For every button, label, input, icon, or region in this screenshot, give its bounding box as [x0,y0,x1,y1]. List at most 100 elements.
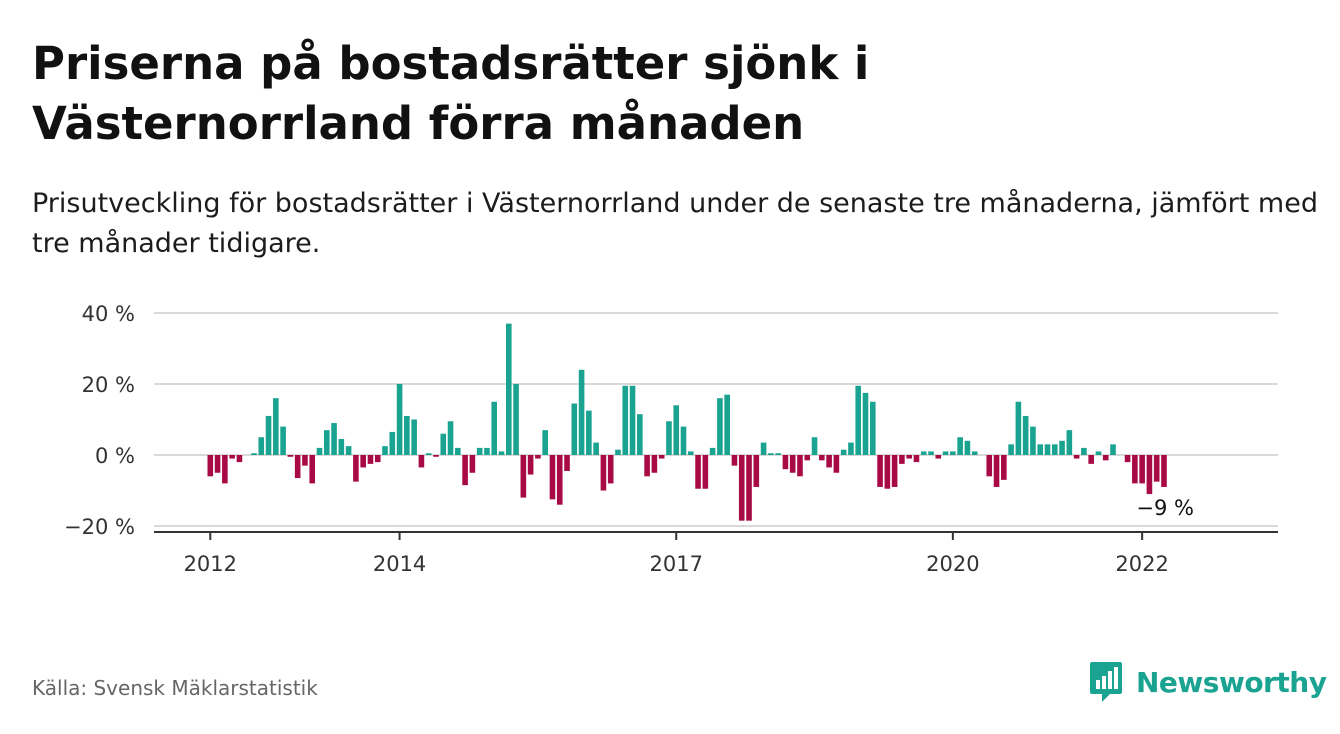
bar [571,403,578,455]
bar [251,453,257,455]
bar [862,392,869,455]
bar [491,401,498,455]
bar [746,455,752,521]
bar [950,451,956,455]
bar [1124,455,1131,463]
bar [957,437,963,455]
bar [498,451,505,455]
bar [338,439,345,455]
bar [1051,444,1058,455]
bar [1073,455,1080,459]
bar [396,384,403,455]
bar [564,455,570,471]
bar [294,455,301,479]
bar [899,455,905,464]
bar [1081,447,1087,455]
bar [316,447,323,455]
bar [869,401,876,455]
bar [891,455,898,487]
bar [622,385,629,455]
bar [1139,455,1145,484]
bar [1095,451,1102,455]
bar [229,455,235,459]
bar [404,415,410,455]
bar [527,455,534,475]
bar [615,449,621,455]
bar [367,455,374,464]
bar [717,398,723,455]
x-tick-label: 2022 [1115,552,1168,576]
bar [666,421,672,455]
brand-logo: Newsworthy [1088,660,1327,704]
x-tick-label: 2014 [373,552,426,576]
bar [331,423,337,455]
bar [484,447,490,455]
bar [1132,455,1138,484]
bar [644,455,650,477]
bar [775,453,781,455]
bar [913,455,920,463]
bar [1161,455,1167,487]
bar [724,394,730,455]
bar [600,455,607,491]
bar [753,455,760,487]
bar [935,455,942,459]
bar [855,385,862,455]
bar [768,453,774,455]
bar [731,455,738,466]
bar [287,455,294,457]
bar [673,405,680,455]
bar [920,451,927,455]
bar [804,455,811,461]
bar [928,451,934,455]
bar [658,455,665,459]
bar [207,455,214,477]
bar [258,437,265,455]
bar [389,431,396,455]
bar [1110,444,1116,455]
bar [695,455,701,489]
bar [1088,455,1094,464]
bar [586,410,592,455]
bar [1022,415,1029,455]
bar [993,455,1000,487]
bar [214,455,221,473]
bar [637,414,643,455]
bar [826,455,832,468]
bar [1066,430,1073,455]
bar [236,455,243,463]
bar [782,455,789,470]
bar [455,447,461,455]
bar [833,455,840,473]
bar [535,455,541,459]
bar [964,440,971,455]
bar [505,323,512,455]
bar-chart-logo-icon [1090,662,1122,702]
bar [578,369,585,455]
bar [433,455,439,457]
bar [680,426,687,455]
bar [1102,455,1109,461]
bar [738,455,745,521]
bar [760,442,767,455]
bar [607,455,614,484]
bar [1001,455,1007,480]
bar [942,451,949,455]
y-tick-label: 0 % [95,444,135,468]
chart-subtitle: Prisutveckling för bostadsrätter i Väste… [32,188,1318,259]
bar [280,426,286,455]
bar [709,447,716,455]
bar [1008,444,1014,455]
bar [1146,455,1153,495]
bar [418,455,425,468]
bar [593,442,599,455]
bar [360,455,366,468]
bar [273,398,279,455]
y-tick-label: −20 % [64,515,135,539]
bar [382,446,388,455]
bar [651,455,658,473]
bar [469,455,476,473]
bar [884,455,891,489]
bar [848,442,854,455]
bar [1030,426,1036,455]
